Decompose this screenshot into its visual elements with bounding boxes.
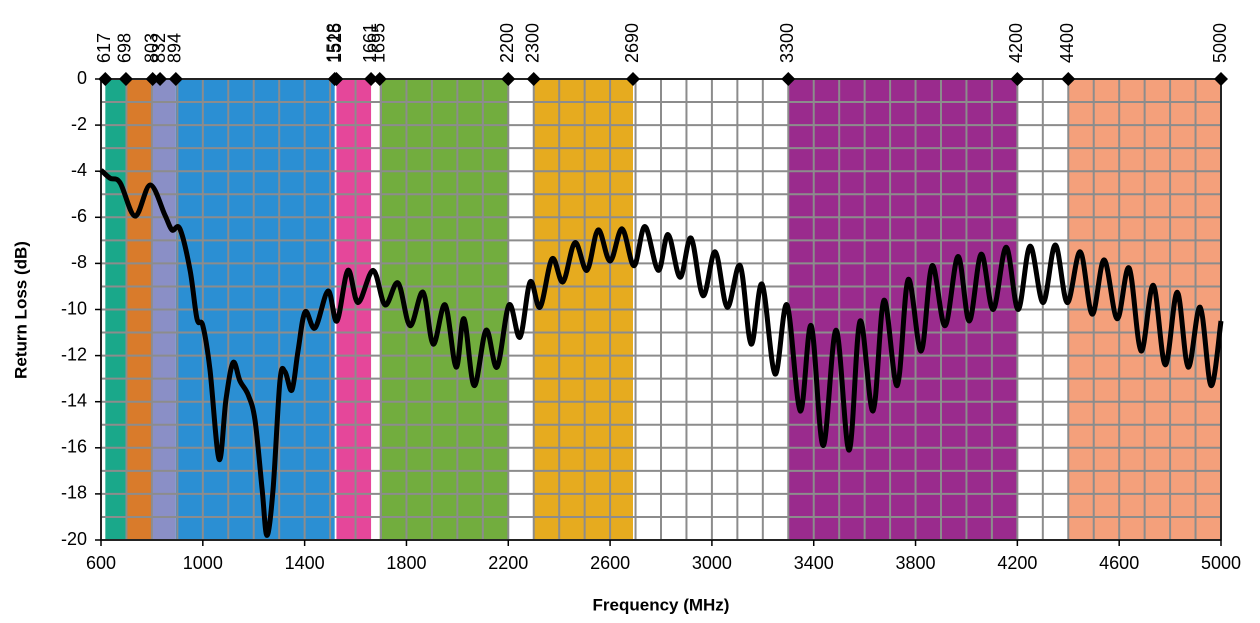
band-marker — [98, 72, 113, 86]
band-marker — [1214, 72, 1228, 86]
y-tick-label: -14 — [61, 390, 87, 410]
band-marker — [1061, 72, 1076, 86]
band-marker-label: 832 — [149, 33, 169, 63]
y-tick-label: -8 — [71, 252, 87, 272]
y-tick-label: -4 — [71, 160, 87, 180]
x-tick-label: 600 — [86, 553, 116, 573]
band-marker — [501, 72, 516, 86]
band-marker — [118, 72, 133, 86]
band-marker-label: 1525 — [325, 23, 345, 63]
x-tick-label: 3800 — [896, 553, 936, 573]
band-marker — [329, 72, 344, 86]
x-tick-label: 4600 — [1099, 553, 1139, 573]
grid — [100, 78, 1222, 541]
y-tick-label: -16 — [61, 437, 87, 457]
y-tick-label: -20 — [61, 529, 87, 549]
y-axis-title: Return Loss (dB) — [11, 241, 30, 379]
band-marker-label: 894 — [165, 33, 185, 63]
y-tick-label: 0 — [77, 68, 87, 88]
band-marker — [372, 72, 387, 86]
band-marker-label: 1661 — [360, 23, 380, 63]
band-marker-label: 617 — [94, 33, 114, 63]
band-marker — [626, 72, 640, 86]
y-tick-label: -2 — [71, 114, 87, 134]
x-tick-label: 4200 — [997, 553, 1037, 573]
band-marker-label: 2200 — [497, 23, 517, 63]
x-tick-label: 1400 — [285, 553, 325, 573]
y-tick-label: -10 — [61, 298, 87, 318]
x-tick-label: 1800 — [386, 553, 426, 573]
band-marker-label: 5000 — [1210, 23, 1230, 63]
band-marker-label: 803 — [141, 33, 161, 63]
band-marker-label: 1518 — [323, 23, 343, 63]
band-marker — [168, 72, 183, 86]
band-marker — [153, 72, 168, 86]
x-tick-label: 3000 — [692, 553, 732, 573]
y-tick-label: -6 — [71, 206, 87, 226]
band-marker — [145, 72, 160, 86]
x-tick-label: 3400 — [794, 553, 834, 573]
band-marker-label: 2300 — [522, 23, 542, 63]
band-marker-label: 2690 — [622, 23, 642, 63]
labels: 600 1000 1400 1800 2200 2600 3000 3400 3800 4200 4… — [61, 23, 1241, 573]
band-marker-label: 1695 — [368, 23, 388, 63]
band-marker-label: 4400 — [1057, 23, 1077, 63]
band-marker — [781, 72, 796, 86]
band-marker-label: 698 — [115, 33, 135, 63]
band-marker-label: 4200 — [1006, 23, 1026, 63]
y-tick-label: -12 — [61, 344, 87, 364]
x-tick-label: 2200 — [488, 553, 528, 573]
y-tick-label: -18 — [61, 483, 87, 503]
band-marker-label: 3300 — [777, 23, 797, 63]
return-loss-line — [99, 168, 1224, 538]
x-tick-label: 5000 — [1201, 553, 1241, 573]
x-tick-label: 1000 — [183, 553, 223, 573]
band-marker — [364, 72, 379, 86]
x-axis-title: Frequency (MHz) — [593, 595, 730, 614]
band-marker — [526, 72, 541, 86]
band-marker — [1010, 72, 1025, 86]
x-tick-label: 2600 — [590, 553, 630, 573]
curve-layer — [99, 168, 1224, 538]
